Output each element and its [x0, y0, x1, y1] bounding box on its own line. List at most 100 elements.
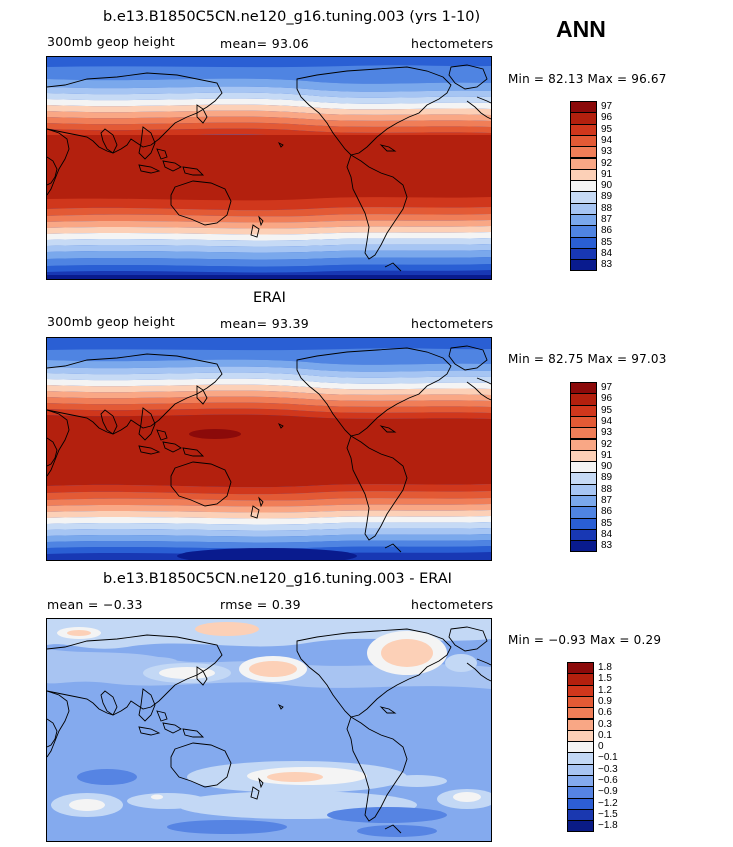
- colorbar-tick-label: 94: [601, 134, 613, 146]
- coastline-segment: [138, 726, 161, 736]
- coastline-segment: [196, 385, 208, 405]
- panel1-map: [46, 56, 492, 280]
- coastline-segment: [258, 496, 264, 508]
- coastline-segment: [466, 662, 491, 682]
- colorbar-tick-label: 1.2: [598, 684, 612, 696]
- coastline-segment: [448, 626, 488, 652]
- coastline-segment: [384, 543, 402, 553]
- colorbar-tick-label: 1.8: [598, 662, 612, 673]
- colorbar-tick-label: 1.5: [598, 673, 612, 685]
- coastline-segment: [47, 353, 223, 435]
- panel1-title: b.e13.B1850C5CN.ne120_g16.tuning.003 (yr…: [103, 9, 481, 25]
- coastline-segment: [196, 666, 208, 686]
- panel2-mean-label: mean= 93.39: [220, 316, 309, 331]
- coastline-segment: [379, 706, 397, 714]
- colorbar-tick-label: 0.3: [598, 718, 612, 730]
- colorbar-tick-label: 84: [601, 528, 613, 540]
- colorbar-tick-label: 92: [601, 157, 613, 169]
- panel1-mean-label: mean= 93.06: [220, 36, 309, 51]
- coastline-segment: [47, 718, 58, 748]
- colorbar-tick-label: −1.5: [598, 808, 618, 820]
- panel1-units-label: hectometers: [411, 36, 494, 51]
- coastline-segment: [170, 461, 232, 507]
- coastline-segment: [296, 628, 452, 718]
- coastline-segment: [196, 104, 208, 124]
- colorbar-tick-label: −0.1: [598, 752, 618, 764]
- panel3-title: b.e13.B1850C5CN.ne120_g16.tuning.003 - E…: [103, 571, 452, 587]
- colorbar-tick-label: 94: [601, 415, 613, 427]
- colorbar-tick-label: 95: [601, 404, 613, 416]
- panel3-coastlines: [47, 626, 491, 834]
- coastline-segment: [47, 156, 58, 186]
- colorbar-swatch: [570, 540, 597, 553]
- coastline-segment: [250, 224, 260, 238]
- coastline-segment: [47, 409, 70, 477]
- coastline-segment: [182, 728, 205, 738]
- colorbar-tick-label: 85: [601, 517, 613, 529]
- coastline-segment: [384, 824, 402, 834]
- colorbar-tick-label: −1.8: [598, 820, 618, 832]
- panel1-field: [47, 57, 491, 279]
- coastline-segment: [100, 690, 118, 716]
- panel3-map: [46, 618, 492, 842]
- coastline-segment: [296, 66, 452, 156]
- coastline-segment: [162, 160, 182, 172]
- coastline-segment: [138, 688, 156, 722]
- colorbar-swatch: [570, 259, 597, 272]
- colorbar-tick-label: 86: [601, 225, 613, 237]
- coastline-segment: [466, 100, 491, 120]
- colorbar-tick-label: 93: [601, 427, 613, 439]
- colorbar-tick-label: 85: [601, 236, 613, 248]
- colorbar-tick-label: 92: [601, 438, 613, 450]
- panel1-coastlines: [47, 64, 491, 272]
- colorbar-tick-label: 90: [601, 461, 613, 473]
- coastline-segment: [138, 164, 161, 174]
- coastline-segment: [47, 634, 223, 716]
- coastline-segment: [156, 710, 168, 722]
- coastline-segment: [182, 447, 205, 457]
- coastline-segment: [379, 425, 397, 433]
- coastline-segment: [346, 435, 408, 541]
- coastline-segment: [47, 690, 70, 758]
- coastline-segment: [379, 144, 397, 152]
- colorbar-tick-label: 95: [601, 123, 613, 135]
- panel2-minmax: Min = 82.75 Max = 97.03: [508, 352, 667, 366]
- coastline-segment: [138, 126, 156, 160]
- colorbar-tick-label: 0.6: [598, 707, 612, 719]
- colorbar-tick-label: 89: [601, 472, 613, 484]
- panel3-units-label: hectometers: [411, 597, 494, 612]
- colorbar-tick-label: 96: [601, 393, 613, 405]
- coastline-segment: [100, 128, 118, 154]
- colorbar-tick-label: 91: [601, 449, 613, 461]
- coastline-segment: [258, 215, 264, 227]
- coastline-segment: [182, 166, 205, 176]
- colorbar-tick-label: 87: [601, 495, 613, 506]
- coastline-segment: [47, 437, 58, 467]
- coastline-segment: [277, 141, 284, 148]
- coastline-segment: [384, 262, 402, 272]
- coastline-segment: [156, 148, 168, 160]
- panel2-coastlines: [47, 345, 491, 553]
- coastline-segment: [476, 96, 491, 104]
- coastline-segment: [170, 742, 232, 788]
- coastline-segment: [156, 429, 168, 441]
- colorbar-tick-label: 97: [601, 382, 613, 393]
- colorbar-tick-label: 96: [601, 112, 613, 124]
- panel2-title: ERAI: [253, 290, 286, 306]
- coastline-segment: [466, 381, 491, 401]
- colorbar-tick-label: 97: [601, 101, 613, 112]
- coastline-segment: [170, 180, 232, 226]
- season-label: ANN: [556, 16, 606, 42]
- colorbar-tick-label: −0.3: [598, 763, 618, 775]
- colorbar-tick-label: 93: [601, 146, 613, 158]
- colorbar-tick-label: 88: [601, 483, 613, 495]
- coastline-segment: [250, 505, 260, 519]
- colorbar-tick-label: 88: [601, 202, 613, 214]
- coastline-segment: [138, 445, 161, 455]
- colorbar-tick-label: 90: [601, 180, 613, 192]
- coastline-segment: [277, 703, 284, 710]
- panel3-rmse-label: rmse = 0.39: [220, 597, 301, 612]
- colorbar-tick-label: −1.2: [598, 797, 618, 809]
- panel3-minmax: Min = −0.93 Max = 0.29: [508, 633, 662, 647]
- colorbar-tick-label: 91: [601, 168, 613, 180]
